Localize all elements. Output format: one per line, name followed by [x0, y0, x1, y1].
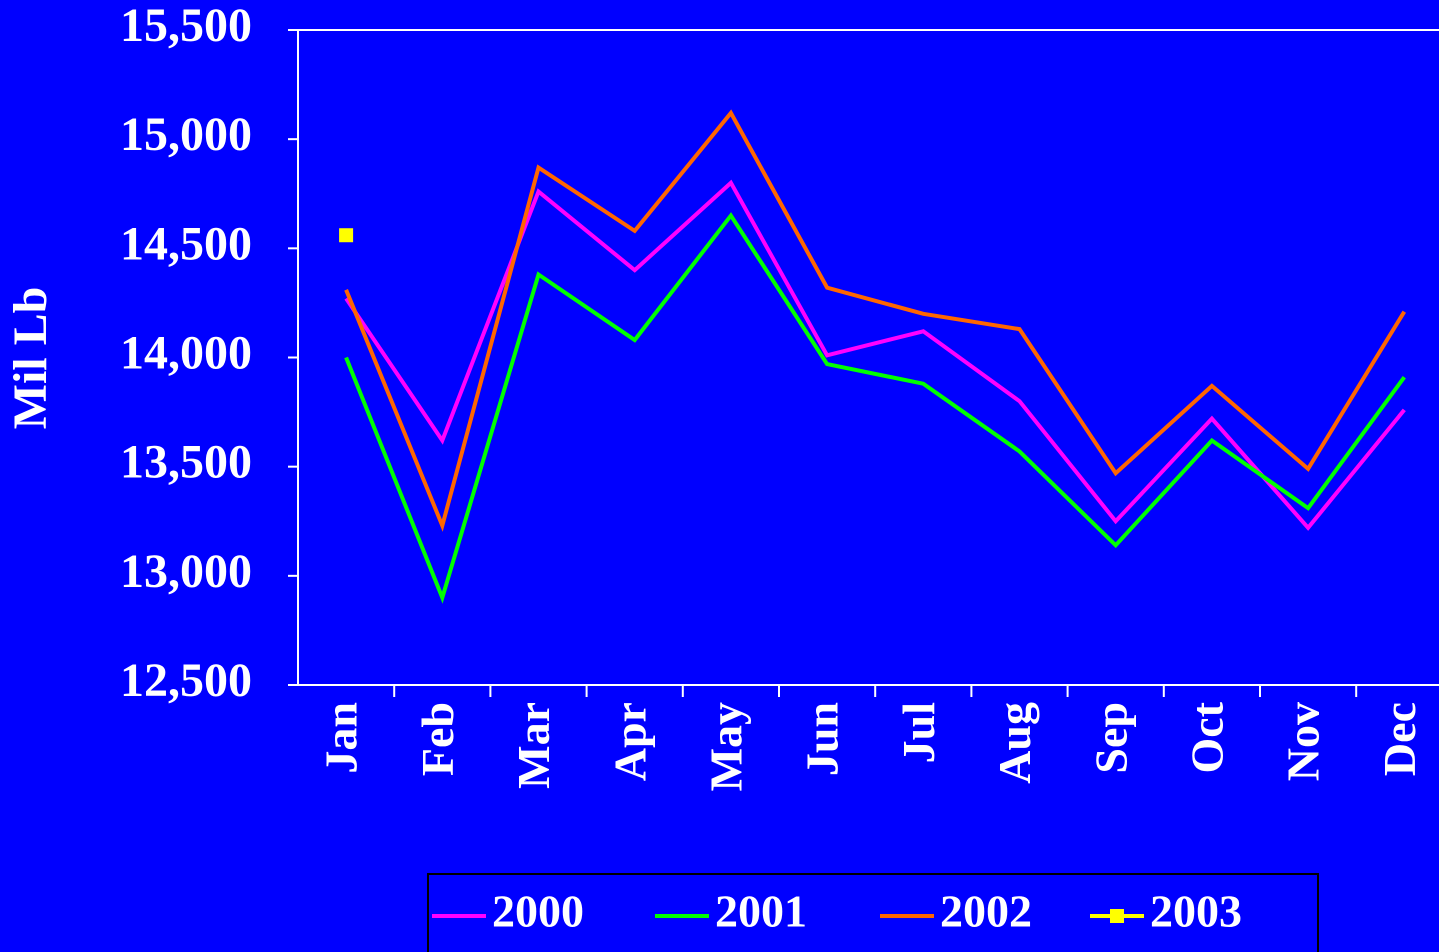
series-line [344, 179, 1406, 531]
legend-label: 2003 [1150, 886, 1242, 937]
y-tick-label: 14,500 [120, 217, 252, 270]
x-tick-label: Mar [508, 702, 559, 789]
x-tick-label: Aug [989, 702, 1040, 784]
y-axis-label: Mil Lb [4, 287, 57, 430]
x-tick-label: Oct [1181, 701, 1232, 773]
x-tick-label: Apr [604, 702, 655, 781]
x-tick-label: Jul [893, 702, 944, 763]
y-tick-label: 13,000 [120, 545, 252, 598]
series-line [344, 109, 1407, 532]
y-tick-label: 15,000 [120, 108, 252, 161]
x-tick-label: May [700, 702, 751, 791]
y-tick-label: 15,500 [120, 0, 252, 52]
x-tick-label: Jan [316, 702, 367, 774]
x-tick-label: Jun [797, 702, 848, 776]
y-tick-label: 13,500 [120, 436, 252, 489]
x-tick-label: Nov [1278, 702, 1329, 781]
series-line [344, 212, 1406, 604]
x-tick-label: Dec [1374, 702, 1425, 776]
marker [339, 228, 354, 243]
legend-label: 2001 [715, 886, 807, 937]
legend-label: 2000 [492, 886, 584, 937]
x-tick-label: Feb [412, 702, 463, 776]
y-tick-label: 14,000 [120, 327, 252, 380]
x-tick-label: Sep [1085, 702, 1136, 774]
legend-label: 2002 [940, 886, 1032, 937]
y-tick-label: 12,500 [120, 654, 252, 707]
legend-marker [1110, 909, 1124, 923]
legend-box [427, 873, 1319, 952]
